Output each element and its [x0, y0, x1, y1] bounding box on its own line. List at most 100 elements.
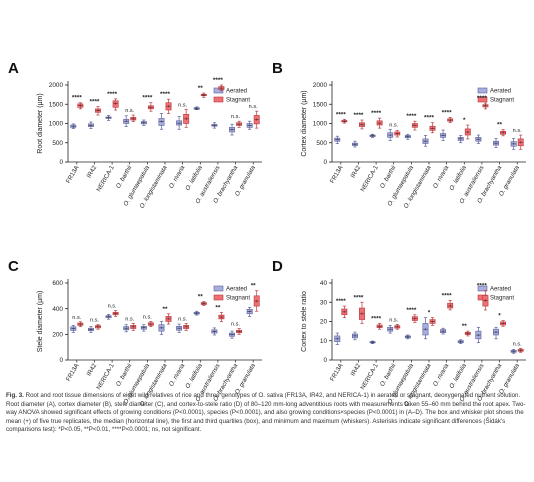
stagnant-box: + [359, 301, 365, 324]
stagnant-box: + [500, 320, 507, 327]
x-tick-label: O. rivaria [432, 164, 451, 190]
stagnant-box: + [95, 106, 101, 116]
significance-label: ** [163, 306, 168, 313]
x-tick-label: O. rivaria [168, 164, 187, 190]
panel-letter: D [272, 258, 283, 275]
y-axis-label: Stele diameter (µm) [37, 291, 44, 353]
significance-label: n.s. [178, 316, 187, 322]
y-axis-label: Cortex to stele ratio [301, 291, 308, 352]
x-tick-label: O. barthii [379, 362, 398, 388]
mean-marker: + [406, 134, 409, 140]
aerated-box: + [334, 332, 341, 345]
stagnant-box: + [253, 290, 260, 312]
significance-label: * [463, 117, 466, 124]
aerated-box: + [140, 324, 147, 332]
mean-marker: + [142, 121, 145, 127]
mean-marker: + [431, 319, 434, 325]
significance-label: n.s. [90, 318, 99, 324]
aerated-box: + [70, 324, 77, 333]
mean-marker: + [519, 348, 522, 354]
mean-marker: + [149, 322, 152, 328]
x-tick-label: O. barthii [115, 362, 134, 388]
aerated-box: + [369, 340, 376, 346]
x-tick-label: NERICA-1 [95, 362, 116, 391]
aerated-box: + [211, 122, 218, 129]
mean-marker: + [132, 117, 135, 123]
mean-marker: + [185, 325, 188, 331]
stagnant-box: + [447, 299, 454, 311]
mean-marker: + [424, 139, 427, 145]
significance-label: ** [198, 294, 203, 301]
mean-marker: + [107, 314, 110, 320]
y-tick-label: 2000 [49, 82, 64, 89]
legend-swatch [213, 96, 224, 103]
significance-label: **** [353, 294, 363, 301]
mean-marker: + [167, 104, 170, 110]
y-tick-label: 1000 [313, 121, 328, 128]
aerated-box: + [351, 140, 358, 148]
aerated-box: + [140, 119, 147, 127]
stagnant-box: + [464, 330, 471, 337]
aerated-box: + [123, 115, 130, 127]
stagnant-box: + [200, 92, 207, 99]
mean-marker: + [336, 337, 339, 343]
significance-label: **** [107, 91, 117, 98]
significance-label: ** [251, 283, 256, 290]
y-tick-label: 40 [320, 280, 328, 287]
aerated-box: + [193, 310, 200, 317]
significance-label: **** [477, 283, 487, 290]
y-tick-label: 0 [323, 159, 327, 166]
mean-marker: + [231, 332, 234, 338]
mean-marker: + [238, 122, 241, 128]
aerated-box: + [193, 106, 200, 112]
stagnant-box: + [359, 119, 365, 130]
aerated-box: + [351, 331, 358, 341]
mean-marker: + [231, 127, 234, 133]
panel-letter: B [272, 60, 283, 77]
stagnant-box: + [447, 116, 454, 124]
stagnant-box: + [411, 120, 418, 131]
stagnant-box: + [130, 114, 137, 123]
mean-marker: + [248, 123, 251, 129]
stagnant-box: + [183, 108, 190, 128]
aerated-box: + [229, 330, 235, 339]
stagnant-box: + [482, 290, 489, 311]
aerated-box: + [404, 133, 411, 140]
mean-marker: + [97, 325, 100, 331]
aerated-box: + [457, 135, 464, 144]
mean-marker: + [502, 321, 505, 327]
caption-text: Root and root tissue dimensions of eight… [6, 392, 526, 434]
stagnant-box: + [429, 317, 436, 326]
mean-marker: + [72, 326, 75, 332]
y-tick-label: 2000 [313, 82, 328, 89]
mean-marker: + [343, 119, 346, 125]
x-tick-label: NERICA-1 [359, 362, 380, 391]
mean-marker: + [202, 93, 205, 99]
y-tick-label: 0 [59, 357, 63, 364]
stagnant-box: + [464, 124, 471, 140]
mean-marker: + [195, 106, 198, 112]
mean-marker: + [97, 108, 100, 114]
y-tick-label: 1500 [49, 101, 64, 108]
box-iqr [447, 302, 454, 309]
legend-label: Stagnant [226, 296, 250, 302]
mean-marker: + [248, 309, 251, 315]
x-tick-label: FR13A [65, 362, 81, 383]
y-tick-label: 10 [320, 338, 328, 345]
stagnant-box: + [394, 130, 401, 138]
mean-marker: + [79, 322, 82, 328]
significance-label: ** [198, 85, 203, 92]
stagnant-box: + [517, 348, 524, 354]
aerated-box: + [493, 326, 499, 340]
mean-marker: + [484, 299, 487, 305]
y-tick-label: 200 [52, 332, 63, 339]
mean-marker: + [220, 86, 223, 92]
y-tick-label: 0 [59, 159, 63, 166]
mean-marker: + [178, 121, 181, 127]
mean-marker: + [413, 316, 416, 322]
aerated-box: + [369, 134, 376, 140]
aerated-box: + [510, 349, 517, 355]
mean-marker: + [125, 119, 128, 125]
aerated-box: + [404, 334, 411, 341]
